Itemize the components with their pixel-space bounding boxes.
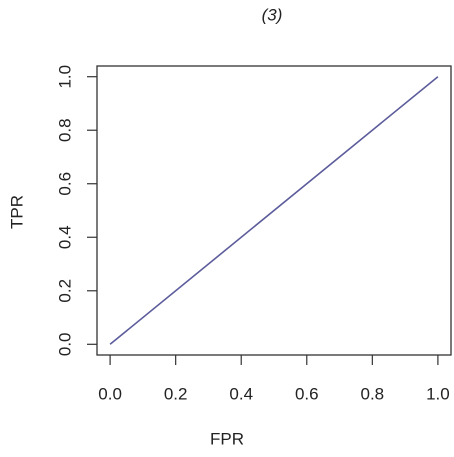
x-tick-label: 0.4 bbox=[229, 384, 253, 403]
plot-frame bbox=[96, 65, 452, 356]
y-tick-label: 0.2 bbox=[55, 279, 74, 303]
chart-title: (3) bbox=[262, 5, 283, 24]
x-tick-label: 1.0 bbox=[426, 384, 450, 403]
x-axis-title: FPR bbox=[210, 429, 244, 448]
y-tick-label: 0.4 bbox=[55, 225, 74, 249]
y-tick-label: 0.6 bbox=[55, 172, 74, 196]
x-tick-label: 0.0 bbox=[98, 384, 122, 403]
y-axis-title: TPR bbox=[7, 195, 26, 229]
x-tick-label: 0.2 bbox=[164, 384, 188, 403]
y-tick-label: 0.8 bbox=[55, 118, 74, 142]
x-tick-label: 0.8 bbox=[361, 384, 385, 403]
y-tick-label: 1.0 bbox=[55, 65, 74, 89]
y-tick-label: 0.0 bbox=[55, 332, 74, 356]
roc-line bbox=[109, 76, 439, 345]
x-tick-label: 0.6 bbox=[295, 384, 319, 403]
